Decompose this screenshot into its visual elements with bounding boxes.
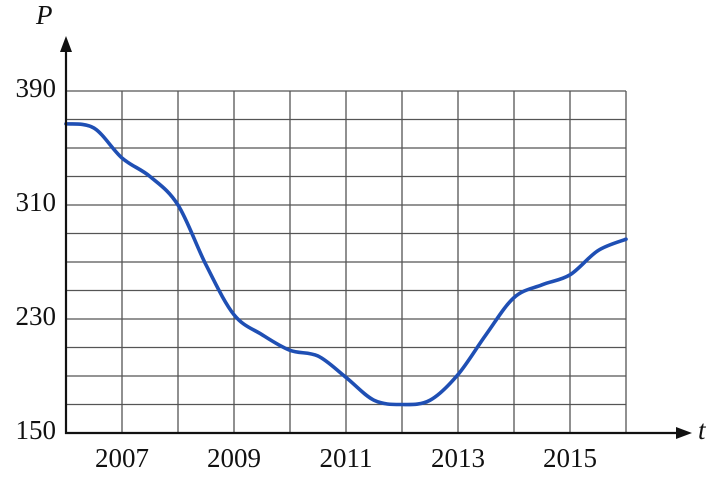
x-tick-label: 2009 [207,443,261,473]
x-tick-label: 2007 [95,443,149,473]
y-tick-label: 310 [16,187,57,217]
y-axis-arrow [60,36,72,52]
x-axis-label: t [698,415,707,445]
x-axis-arrow [676,427,692,439]
grid [66,90,627,434]
y-tick-label: 230 [16,301,57,331]
x-tick-label: 2011 [320,443,373,473]
plot [64,121,628,407]
x-tick-label: 2013 [431,443,485,473]
x-tick-label: 2015 [543,443,597,473]
y-axis-label: P [35,0,53,30]
y-tick-label: 390 [16,73,57,103]
data-line [64,121,628,407]
y-tick-label: 150 [16,415,57,445]
